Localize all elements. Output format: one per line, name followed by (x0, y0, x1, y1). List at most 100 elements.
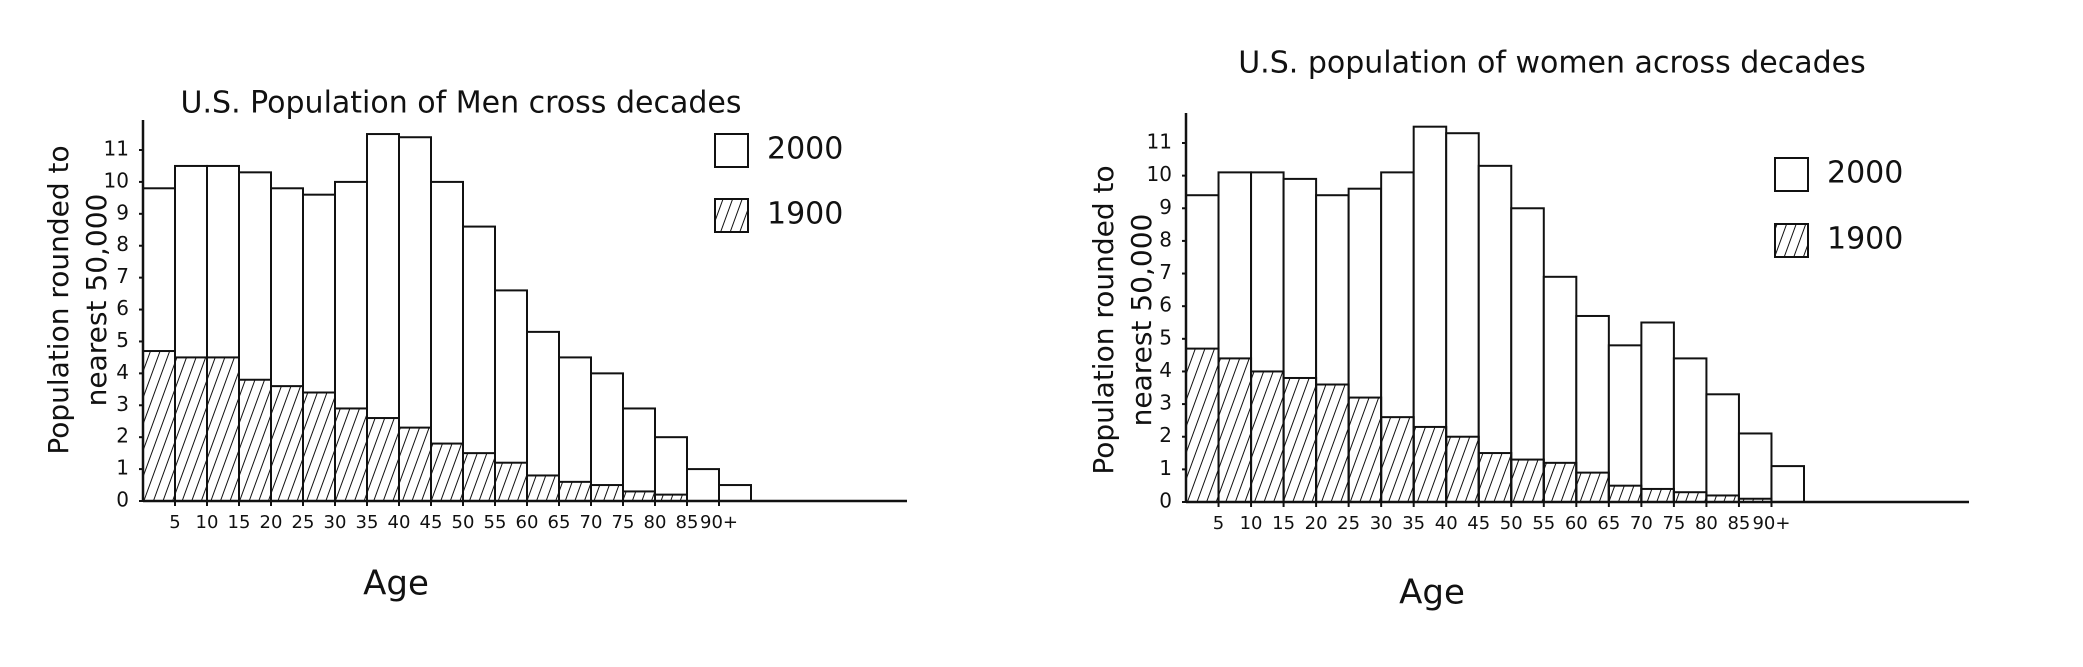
bar (430, 442, 464, 502)
bar (558, 480, 592, 503)
x-tick-label: 25 (1337, 513, 1360, 534)
bar (622, 407, 656, 502)
bar (206, 356, 240, 502)
legend-label: 2000 (1827, 156, 1903, 191)
x-tick-label: 40 (1435, 513, 1458, 534)
bar (558, 356, 592, 502)
bar (1282, 376, 1318, 503)
y-axis-label: nearest 50,000 (1125, 214, 1158, 427)
y-tick-label: 6 (1159, 293, 1172, 317)
x-tick-label: 5 (1213, 513, 1224, 534)
bar (1412, 425, 1448, 504)
bar (1672, 357, 1708, 503)
y-tick-label: 3 (1159, 391, 1172, 415)
x-tick-label: 30 (1370, 513, 1393, 534)
bar (398, 426, 432, 503)
bar (1347, 396, 1383, 503)
x-tick-label: 75 (1662, 513, 1685, 534)
y-tick-label: 10 (1147, 162, 1172, 186)
bar (1607, 344, 1643, 503)
y-tick-label: 8 (116, 232, 129, 256)
bar (462, 452, 496, 502)
bar (270, 385, 304, 502)
bar (1250, 370, 1285, 504)
y-tick-label: 0 (1159, 489, 1172, 513)
x-tick-label: 55 (484, 512, 507, 533)
bar (1185, 347, 1220, 504)
legend-swatch (714, 133, 749, 168)
x-tick-label: 30 (324, 512, 347, 533)
bar (1705, 393, 1740, 503)
legend-swatch (1774, 223, 1809, 258)
bar (1380, 416, 1415, 503)
bar (1477, 164, 1513, 503)
bar (590, 484, 624, 502)
y-tick-label: 1 (116, 456, 129, 480)
y-tick-label: 0 (116, 488, 129, 512)
bar (1575, 471, 1610, 503)
bar (494, 461, 528, 502)
bar (142, 350, 176, 503)
x-tick-label: 65 (1597, 513, 1620, 534)
bar (1477, 452, 1513, 503)
x-tick-label: 50 (1500, 513, 1523, 534)
y-axis-label: Population rounded to (1087, 165, 1120, 474)
x-tick-label: 90+ (1752, 513, 1790, 534)
bar (1445, 435, 1480, 503)
legend-label: 1900 (767, 197, 843, 232)
bar (238, 378, 272, 502)
bar (654, 436, 688, 503)
y-tick-label: 11 (104, 137, 129, 161)
bar (1672, 491, 1708, 503)
bar (302, 391, 336, 502)
x-tick-label: 40 (388, 512, 411, 533)
x-tick-label: 70 (1630, 513, 1653, 534)
y-tick-label: 6 (116, 296, 129, 320)
legend-swatch (714, 198, 749, 233)
x-tick-label: 45 (420, 512, 443, 533)
x-axis-label: Age (363, 564, 429, 604)
x-tick-label: 35 (1402, 513, 1425, 534)
x-tick-label: 80 (644, 512, 667, 533)
x-tick-label: 25 (292, 512, 315, 533)
y-axis-label: Population rounded to (42, 145, 75, 454)
bar (590, 372, 624, 503)
legend-label: 2000 (767, 132, 843, 167)
x-tick-label: 60 (516, 512, 539, 533)
bar (1510, 458, 1545, 503)
y-tick-label: 9 (1159, 195, 1172, 219)
x-tick-label: 85 (676, 512, 699, 533)
bar (1770, 465, 1805, 504)
bar (1737, 432, 1773, 503)
y-tick-label: 9 (116, 200, 129, 224)
x-tick-label: 75 (612, 512, 635, 533)
y-tick-label: 4 (116, 360, 129, 384)
x-tick-label: 15 (228, 512, 251, 533)
y-tick-label: 2 (116, 424, 129, 448)
x-tick-label: 85 (1727, 513, 1750, 534)
x-axis-label: Age (1399, 573, 1465, 613)
y-tick-label: 1 (1159, 456, 1172, 480)
x-tick-label: 10 (1240, 513, 1263, 534)
bar (366, 417, 400, 503)
legend-label: 1900 (1827, 222, 1903, 257)
bar (1542, 461, 1578, 503)
y-tick-label: 3 (116, 392, 129, 416)
bar (718, 484, 752, 502)
x-tick-label: 20 (1305, 513, 1328, 534)
chart-title: U.S. population of women across decades (1238, 46, 1866, 81)
bar (1607, 484, 1643, 504)
bar (1510, 207, 1545, 503)
x-tick-label: 70 (580, 512, 603, 533)
y-tick-label: 7 (1159, 260, 1172, 284)
bar (526, 474, 560, 502)
x-tick-label: 60 (1565, 513, 1588, 534)
x-tick-label: 50 (452, 512, 475, 533)
x-tick-label: 20 (260, 512, 283, 533)
y-tick-label: 7 (116, 264, 129, 288)
bar (1315, 383, 1350, 503)
x-tick-label: 55 (1532, 513, 1555, 534)
x-tick-label: 45 (1467, 513, 1490, 534)
bar (1640, 487, 1675, 504)
